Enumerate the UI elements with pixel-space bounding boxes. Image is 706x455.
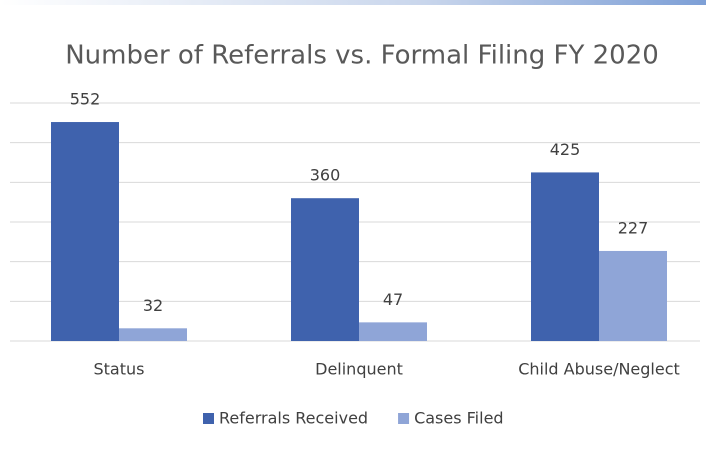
data-label: 360 <box>310 166 341 185</box>
x-tick-label: Child Abuse/Neglect <box>518 360 680 379</box>
legend-label: Cases Filed <box>414 409 504 428</box>
bar <box>599 250 667 341</box>
bar <box>531 172 599 341</box>
x-tick-label: Status <box>94 360 145 379</box>
data-label: 227 <box>618 218 649 237</box>
legend-swatch <box>203 413 214 424</box>
bar <box>51 122 119 341</box>
data-label: 32 <box>143 296 163 315</box>
legend-swatch <box>398 413 410 424</box>
bar <box>359 322 427 341</box>
x-tick-label: Delinquent <box>315 360 403 379</box>
bar <box>119 328 187 341</box>
header-strip <box>0 0 706 5</box>
legend-label: Referrals Received <box>219 409 368 428</box>
data-label: 552 <box>70 90 101 109</box>
data-label: 425 <box>550 140 581 159</box>
chart-title: Number of Referrals vs. Formal Filing FY… <box>65 41 659 71</box>
data-label: 47 <box>383 290 403 309</box>
bar <box>291 198 359 341</box>
